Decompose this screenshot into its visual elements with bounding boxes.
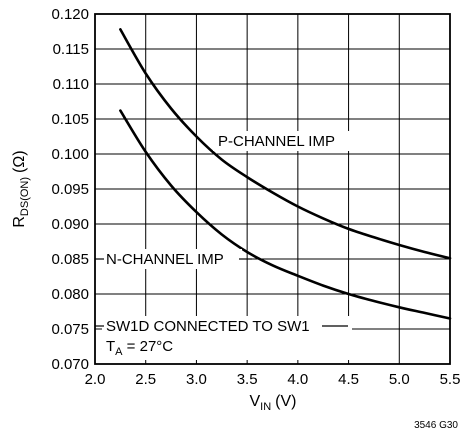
p-channel-curve xyxy=(119,28,452,260)
y-tick-label: 0.120 xyxy=(51,6,89,23)
figure-id: 3546 G30 xyxy=(414,420,458,431)
note-line-2: TA = 27°C xyxy=(106,338,173,358)
y-tick-label: 0.105 xyxy=(51,111,89,128)
plot-frame xyxy=(94,13,451,365)
x-tick-labels: 2.0 2.5 3.0 3.5 4.0 4.5 5.0 5.5 xyxy=(85,371,461,388)
y-tick-label: 0.070 xyxy=(51,356,89,373)
y-tick-label: 0.115 xyxy=(53,41,89,58)
x-tick-label: 2.5 xyxy=(135,371,156,388)
y-tick-label: 0.100 xyxy=(51,146,89,163)
note-line-1: SW1D CONNECTED TO SW1 xyxy=(106,318,310,335)
x-tick-label: 4.5 xyxy=(338,371,359,388)
grid xyxy=(94,13,451,365)
x-tick-label: 3.5 xyxy=(237,371,258,388)
y-axis-label: RDS(ON)(Ω) xyxy=(11,150,31,227)
y-tick-label: 0.095 xyxy=(51,181,89,198)
p-channel-label-group: P-CHANNEL IMP xyxy=(213,131,357,151)
n-channel-curve xyxy=(119,109,452,320)
n-channel-label: N-CHANNEL IMP xyxy=(106,251,224,268)
y-tick-label: 0.110 xyxy=(53,76,89,93)
y-tick-labels: 0.070 0.075 0.080 0.085 0.090 0.095 0.100 0.105… xyxy=(51,6,89,373)
p-channel-label: P-CHANNEL IMP xyxy=(218,133,335,150)
x-tick-label: 5.5 xyxy=(440,371,461,388)
y-tick-label: 0.085 xyxy=(51,251,89,268)
y-tick-label: 0.075 xyxy=(51,321,89,338)
x-tick-label: 5.0 xyxy=(389,371,410,388)
series xyxy=(119,28,452,320)
x-axis-label: VIN (V) xyxy=(250,393,297,413)
n-channel-label-group: N-CHANNEL IMP xyxy=(95,249,252,269)
x-tick-label: 3.0 xyxy=(186,371,207,388)
y-tick-label: 0.090 xyxy=(51,216,89,233)
x-tick-label: 2.0 xyxy=(85,371,106,388)
y-tick-label: 0.080 xyxy=(51,286,89,303)
x-tick-label: 4.0 xyxy=(287,371,308,388)
conditions-note: SW1D CONNECTED TO SW1 TA = 27°C xyxy=(95,316,352,360)
